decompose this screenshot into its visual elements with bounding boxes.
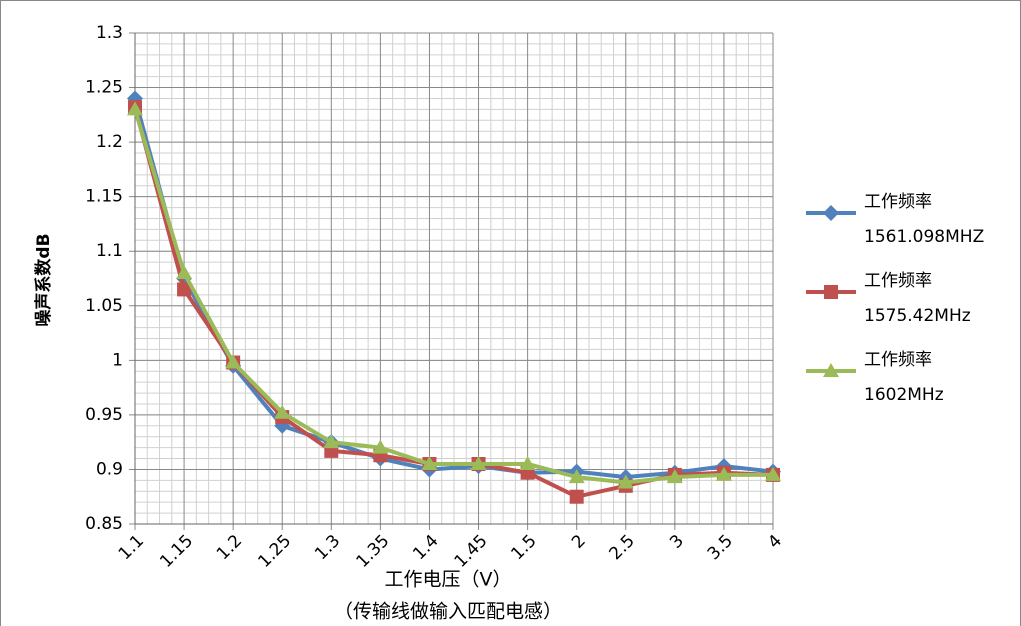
y-tick-label: 1.25 [85,78,123,98]
x-axis-title: 工作电压（V） [385,569,512,591]
x-axis-note: （传输线做输入匹配电感） [334,601,562,623]
marker [824,285,838,299]
marker [274,404,291,419]
marker [715,466,732,481]
y-tick-label: 0.95 [85,405,123,425]
marker [617,474,634,489]
marker [568,469,585,484]
marker [323,434,340,449]
y-tick-label: 1.1 [96,241,123,261]
y-axis-title: 噪声系数dB [33,233,54,326]
marker [823,363,839,377]
marker [519,455,536,470]
series-line [133,97,774,480]
y-tick-label: 0.85 [85,514,123,534]
y-tick-label: 1.05 [85,296,123,316]
marker [765,466,781,481]
marker [666,469,683,484]
marker [372,439,389,454]
marker [127,101,143,116]
y-tick-label: 1 [112,350,123,370]
y-tick-label: 1.2 [96,132,123,152]
legend-label: 工作频率 1575.42MHz [864,271,971,326]
y-tick-label: 1.15 [85,187,123,207]
marker [569,489,584,504]
marker [225,354,242,369]
marker [823,205,839,221]
legend-label: 工作频率 1561.098MHZ [864,192,985,247]
y-tick-label: 0.9 [96,459,123,479]
series-line [133,108,773,485]
marker [421,455,438,470]
y-tick-label: 1.3 [96,23,123,43]
legend-label: 工作频率 1602MHz [864,350,944,405]
marker [176,265,193,280]
marker [177,282,192,297]
marker [470,455,487,470]
